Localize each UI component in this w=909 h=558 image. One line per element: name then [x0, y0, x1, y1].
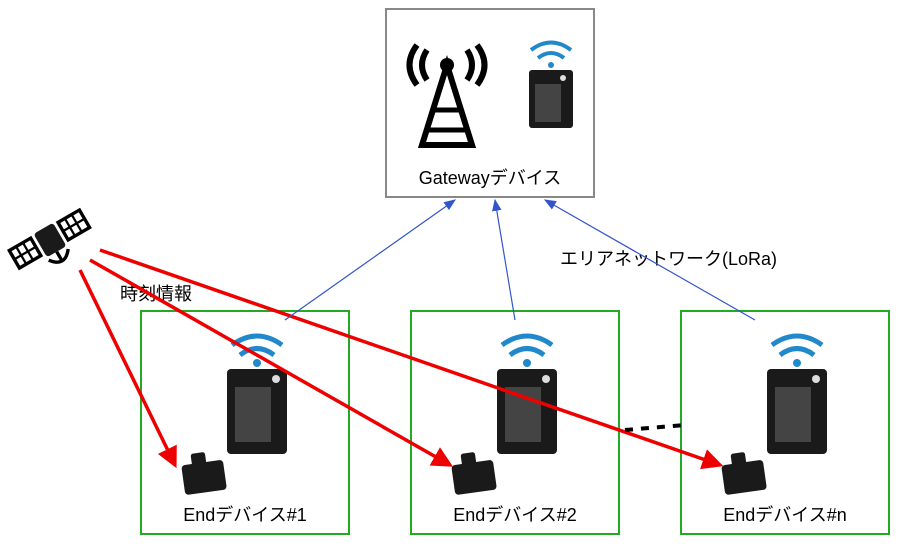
end-device-n-label: Endデバイス#n — [682, 501, 888, 527]
end-device-2-box: Endデバイス#2 — [410, 310, 620, 535]
end-device-2-label: Endデバイス#2 — [412, 501, 618, 527]
blue-arrow-line — [495, 200, 515, 320]
gateway-label: Gatewayデバイス — [387, 164, 593, 190]
ellipsis-line — [625, 425, 685, 430]
end-device-n-box: Endデバイス#n — [680, 310, 890, 535]
satellite-icon — [5, 195, 95, 285]
blue-arrow-line — [285, 200, 455, 320]
gateway-device-box: Gatewayデバイス — [385, 8, 595, 198]
gps-sensor-icon — [717, 447, 777, 502]
gps-sensor-icon — [447, 447, 507, 502]
end-device-1-box: Endデバイス#1 — [140, 310, 350, 535]
gateway-device-icon — [521, 25, 581, 145]
area-network-label: エリアネットワーク(LoRa) — [560, 245, 777, 271]
diagram-canvas: Gatewayデバイス Endデバイス#1 — [0, 0, 909, 558]
time-info-label: 時刻情報 — [120, 280, 192, 306]
end-device-1-label: Endデバイス#1 — [142, 501, 348, 527]
antenna-tower-icon — [397, 20, 517, 160]
gps-sensor-icon — [177, 447, 237, 502]
